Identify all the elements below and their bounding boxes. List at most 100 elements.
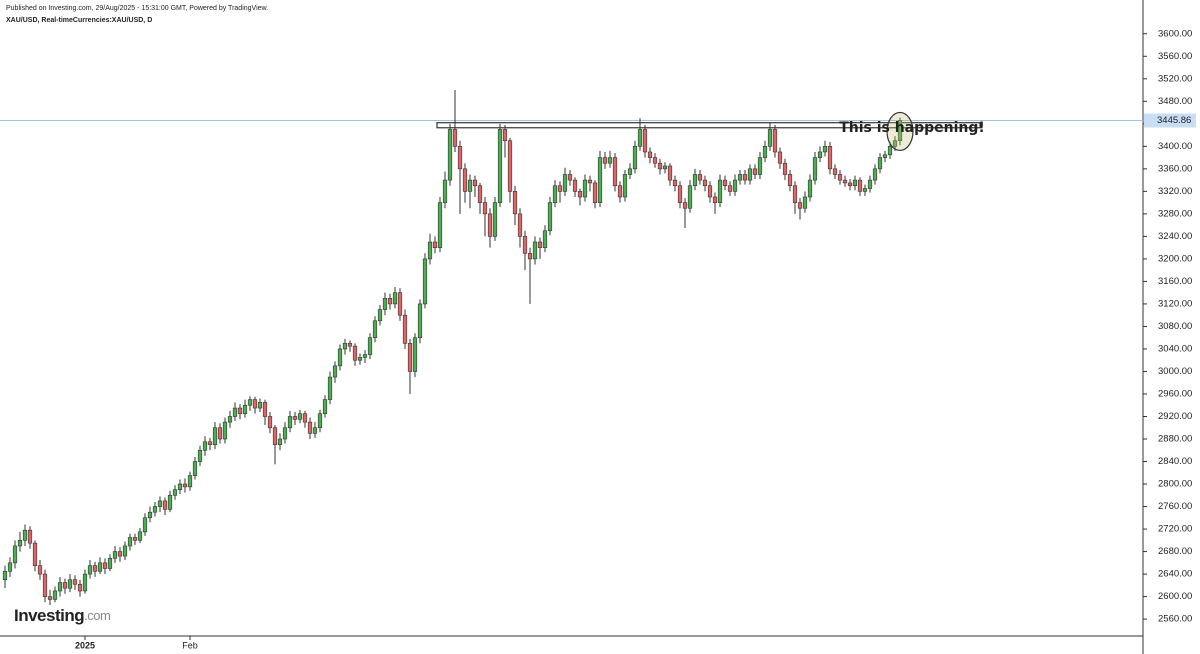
x-tick-label: Feb [182, 640, 198, 650]
y-tick-label: 2680.00 [1158, 546, 1192, 557]
y-tick-label: 3200.00 [1158, 253, 1192, 264]
candle-body [97, 562, 103, 572]
candle-body [782, 162, 788, 175]
candle-body [7, 562, 13, 572]
candle-body [692, 174, 698, 187]
candle-body [162, 500, 168, 510]
candle-body [232, 407, 238, 417]
candle-body [82, 573, 88, 592]
candle-body [507, 140, 513, 192]
y-tick-label: 3240.00 [1158, 231, 1192, 242]
candle-body [362, 354, 368, 358]
price-label-box [1144, 113, 1196, 128]
candle-body [107, 558, 113, 569]
candle-body [882, 154, 888, 158]
candle-body [267, 416, 273, 429]
candle-body [112, 551, 118, 559]
resistance-zone [436, 122, 981, 129]
candle-body [352, 345, 358, 361]
candle-body [327, 376, 333, 400]
y-tick-label: 2600.00 [1158, 591, 1192, 602]
candle-body [437, 202, 443, 248]
candle-body [412, 337, 418, 372]
candle-body [552, 185, 558, 203]
candle-body [397, 292, 403, 316]
candle-body [687, 185, 693, 209]
logo-suffix: .com [84, 608, 110, 623]
candle-body [527, 252, 533, 260]
candle-body [22, 529, 28, 541]
y-tick-label: 3160.00 [1158, 276, 1192, 287]
candle-body [332, 365, 338, 378]
candle-body [797, 202, 803, 209]
candle-body [447, 129, 453, 181]
candle-body [717, 179, 723, 203]
candle-body [592, 182, 598, 203]
candle-body [407, 343, 413, 372]
candle-body [577, 191, 583, 198]
candle-body [292, 416, 298, 420]
candle-body [432, 241, 438, 248]
candle-body [177, 483, 183, 490]
candle-body [87, 565, 93, 575]
candle-body [52, 590, 58, 600]
candle-body [182, 483, 188, 488]
candle-body [712, 196, 718, 203]
candle-body [77, 583, 83, 592]
candle-body [47, 596, 53, 600]
candle-body [462, 168, 468, 192]
candle-body [582, 179, 588, 198]
candle-body [242, 404, 248, 414]
candle-body [312, 427, 318, 434]
candle-body [532, 241, 538, 260]
candle-body [132, 537, 138, 541]
candle-body [357, 357, 363, 361]
candle-body [557, 185, 563, 192]
candle-body [142, 517, 148, 533]
candle-body [862, 188, 868, 192]
candle-body [492, 202, 498, 237]
candle-body [792, 185, 798, 203]
logo-name: Investing [14, 606, 84, 625]
candle-body [812, 157, 818, 181]
candle-body [202, 441, 208, 451]
y-tick-label: 2920.00 [1158, 411, 1192, 422]
candle-body [547, 202, 553, 232]
candle-body [852, 179, 858, 187]
candle-body [167, 494, 173, 510]
y-tick-label: 3400.00 [1158, 141, 1192, 152]
candle-body [727, 185, 733, 192]
candle-body [247, 399, 253, 406]
candle-body [482, 202, 488, 215]
candle-body [152, 506, 158, 513]
candle-body [662, 165, 668, 170]
candle-body [677, 185, 683, 203]
candle-body [382, 298, 388, 310]
y-tick-label: 2840.00 [1158, 456, 1192, 467]
y-tick-label: 2960.00 [1158, 388, 1192, 399]
candle-body [767, 129, 773, 147]
annotation: This is happening! [839, 120, 985, 136]
candle-body [517, 213, 523, 237]
candle-body [637, 129, 643, 147]
candle-body [752, 168, 758, 175]
candle-body [597, 157, 603, 203]
candle-body [217, 427, 223, 440]
candle-body [422, 258, 428, 305]
y-tick-label: 3280.00 [1158, 208, 1192, 219]
candle-body [657, 162, 663, 170]
candle-body [157, 500, 163, 507]
candle-body [37, 565, 43, 575]
candle-body [272, 427, 278, 445]
candle-body [62, 582, 68, 589]
candle-body [757, 157, 763, 175]
candle-body [652, 157, 658, 164]
candle-body [607, 157, 613, 164]
candle-body [212, 427, 218, 445]
candle-body [682, 202, 688, 209]
y-tick-label: 3040.00 [1158, 343, 1192, 354]
candle-body [737, 174, 743, 181]
candle-body [302, 413, 308, 423]
candle-body [742, 174, 748, 181]
